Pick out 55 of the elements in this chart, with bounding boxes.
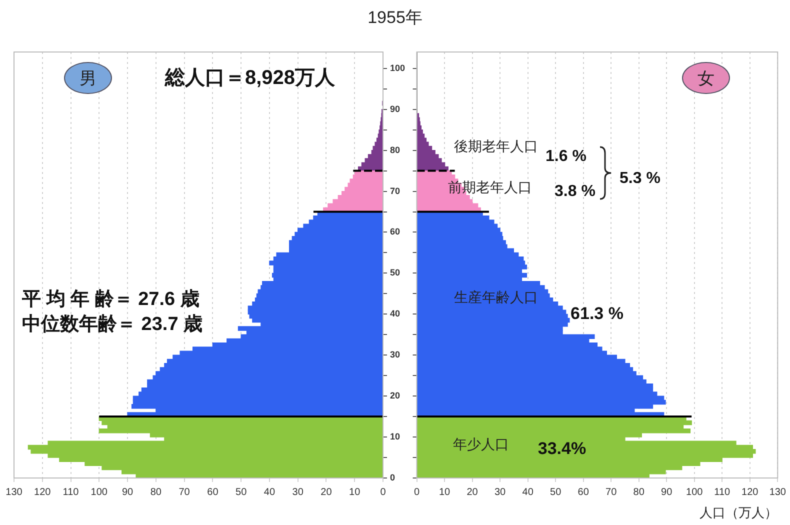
x-tick-label: 30 xyxy=(494,486,506,498)
series-label: 生産年齢人口 xyxy=(454,289,538,305)
x-tick-label: 100 xyxy=(90,486,108,498)
x-tick-label: 110 xyxy=(62,486,80,498)
y-tick-label: 60 xyxy=(390,226,400,237)
x-tick-label: 30 xyxy=(292,486,304,498)
annotation: 3.8 % xyxy=(554,182,596,200)
annotation: 平 均 年 齢＝ 27.6 歳 xyxy=(22,288,200,312)
annotation: 総人口＝8,928万人 xyxy=(164,67,336,89)
x-tick-label: 100 xyxy=(686,486,704,498)
y-tick-label: 50 xyxy=(390,268,400,278)
y-tick-label: 10 xyxy=(390,432,400,442)
x-tick-label: 130 xyxy=(769,486,786,498)
series-label: 前期老年人口 xyxy=(448,179,532,195)
y-tick-label: 80 xyxy=(390,144,400,155)
x-tick-label: 130 xyxy=(6,486,23,498)
x-tick-label: 80 xyxy=(633,486,645,498)
x-tick-label: 40 xyxy=(522,486,534,498)
x-tick-label: 110 xyxy=(714,486,731,498)
x-tick-label: 40 xyxy=(264,486,276,498)
x-tick-label: 70 xyxy=(178,486,190,498)
annotation: 5.3 % xyxy=(620,170,660,187)
x-tick-label: 20 xyxy=(466,486,478,498)
annotation: 61.3 % xyxy=(570,304,624,324)
y-tick-label: 90 xyxy=(390,104,400,114)
y-tick-label: 100 xyxy=(390,62,406,73)
x-tick-label: 120 xyxy=(34,486,52,498)
x-tick-label: 60 xyxy=(207,486,219,498)
annotation: 中位数年齢＝ 23.7 歳 xyxy=(22,312,204,337)
x-tick-label: 70 xyxy=(606,486,618,498)
x-tick-label: 10 xyxy=(349,486,361,498)
y-tick-label: 20 xyxy=(390,390,400,401)
annotation: 1.6 % xyxy=(546,148,586,165)
x-tick-label: 60 xyxy=(578,486,590,498)
series-label: 年少人口 xyxy=(453,436,509,452)
ellipse-badge: 女 xyxy=(682,62,730,94)
x-tick-label: 20 xyxy=(320,486,332,498)
x-tick-label: 90 xyxy=(122,486,134,498)
x-tick-label: 90 xyxy=(661,486,673,498)
x-tick-label: 50 xyxy=(236,486,248,498)
annotation: 33.4% xyxy=(538,438,586,458)
x-tick-label: 0 xyxy=(380,486,386,498)
x-tick-label: 10 xyxy=(438,486,451,498)
x-tick-label: 80 xyxy=(150,486,162,498)
x-tick-label: 120 xyxy=(742,486,759,498)
chart-title: 1955年 xyxy=(366,7,424,29)
ellipse-badge: 男 xyxy=(64,62,112,94)
y-tick-label: 0 xyxy=(390,472,396,482)
y-tick-label: 70 xyxy=(390,186,400,196)
series-label: 後期老年人口 xyxy=(454,138,538,154)
y-tick-label: 30 xyxy=(390,350,400,360)
y-tick-label: 40 xyxy=(390,308,400,319)
x-tick-label: 50 xyxy=(550,486,562,498)
x-axis-title: 人口（万人） xyxy=(700,504,778,520)
x-tick-label: 0 xyxy=(414,486,420,498)
